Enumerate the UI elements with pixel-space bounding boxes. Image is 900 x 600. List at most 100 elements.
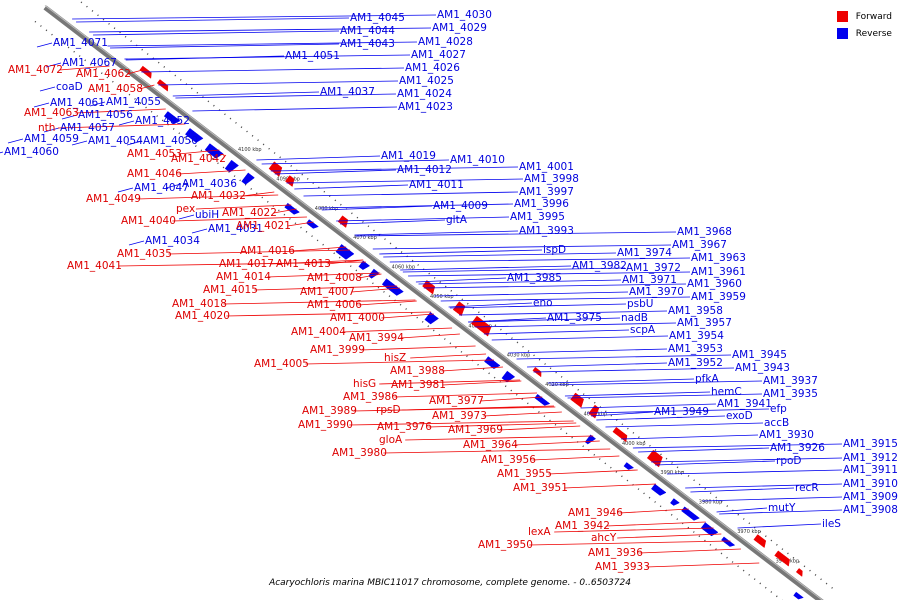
reverse-gene-label: AM1_3959 xyxy=(691,291,746,303)
forward-label-leader xyxy=(410,353,487,359)
reverse-swatch xyxy=(836,28,848,39)
reverse-gene-label: AM1_4052 xyxy=(135,115,190,127)
reverse-label-leader xyxy=(76,17,350,23)
forward-gene-label: AM1_3956 xyxy=(481,454,536,466)
reverse-label-leader xyxy=(270,166,519,172)
reverse-label-leader xyxy=(89,27,432,33)
forward-gene-label: AM1_3933 xyxy=(595,561,650,573)
reverse-label-leader xyxy=(110,43,340,49)
reverse-label-leader xyxy=(655,460,776,466)
reverse-label-leader xyxy=(547,378,695,384)
forward-gene-label: pex xyxy=(176,203,195,215)
reverse-label-leader xyxy=(158,80,399,86)
reverse-label-leader xyxy=(418,279,622,285)
reverse-gene-label: coaD xyxy=(56,81,83,93)
reverse-gene xyxy=(623,462,635,470)
reverse-gene-label: AM1_4010 xyxy=(450,154,505,166)
forward-swatch xyxy=(836,11,848,22)
reverse-gene-label: AM1_4029 xyxy=(432,22,487,34)
forward-label-leader xyxy=(118,261,366,267)
reverse-gene-label: AM1_3995 xyxy=(510,211,565,223)
reverse-label-leader xyxy=(175,93,397,99)
forward-gene-label: AM1_3969 xyxy=(448,424,503,436)
forward-label-leader xyxy=(254,285,398,291)
forward-gene-label: AM1_3990 xyxy=(298,419,353,431)
forward-gene xyxy=(422,280,436,295)
reverse-label-leader xyxy=(719,509,843,515)
forward-label-leader xyxy=(351,287,400,293)
reverse-label-leader xyxy=(459,310,668,316)
reverse-gene-label: AM1_4037 xyxy=(320,86,375,98)
reverse-gene-label: AM1_4012 xyxy=(397,164,452,176)
reverse-gene-label: eno xyxy=(533,297,553,309)
reverse-gene xyxy=(721,536,736,547)
reverse-label-leader xyxy=(354,230,519,236)
kbp-tick-label: 3990 kbp xyxy=(660,470,684,476)
reverse-label-leader xyxy=(440,296,691,302)
forward-gene-label: AM1_3942 xyxy=(555,520,610,532)
reverse-gene-label: AM1_4025 xyxy=(399,75,454,87)
reverse-gene xyxy=(484,356,501,370)
forward-gene-label: AM1_3951 xyxy=(513,482,568,494)
reverse-label-leader xyxy=(632,443,843,449)
reverse-label-leader xyxy=(172,91,320,97)
forward-gene-label: AM1_3980 xyxy=(332,447,387,459)
reverse-label-leader xyxy=(483,329,630,335)
reverse-label-leader xyxy=(587,408,770,414)
reverse-label-leader xyxy=(702,496,843,502)
reverse-label-leader xyxy=(61,114,78,120)
forward-gene-label: hisZ xyxy=(384,352,406,364)
reverse-gene-label: AM1_4054 xyxy=(88,135,143,147)
forward-label-leader xyxy=(564,483,656,489)
reverse-label-leader xyxy=(36,42,53,48)
reverse-gene-label: AM1_3972 xyxy=(626,262,681,274)
forward-gene-label: AM1_4008 xyxy=(307,272,362,284)
forward-gene-label: gloA xyxy=(379,434,403,446)
reverse-gene-label: AM1_3958 xyxy=(668,305,723,317)
forward-label-leader xyxy=(223,299,416,305)
forward-gene-label: hisG xyxy=(353,378,376,390)
reverse-gene-label: AM1_3912 xyxy=(843,452,898,464)
reverse-gene-label: AM1_3957 xyxy=(677,317,732,329)
reverse-gene-label: AM1_4011 xyxy=(409,179,464,191)
forward-gene-label: AM1_4018 xyxy=(172,298,227,310)
forward-gene-label: AM1_3976 xyxy=(377,421,432,433)
forward-label-leader xyxy=(342,327,453,333)
reverse-label-leader xyxy=(685,483,843,489)
reverse-gene xyxy=(185,128,204,143)
reverse-gene-label: pfkA xyxy=(695,373,719,385)
reverse-gene-label: AM1_4044 xyxy=(340,25,395,37)
forward-gene-label: AM1_3946 xyxy=(568,507,623,519)
kbp-tick-label: 3970 kbp xyxy=(737,529,761,535)
forward-label-leader xyxy=(617,533,722,539)
map-caption: Acaryochloris marina MBIC11017 chromosom… xyxy=(269,578,631,588)
reverse-label-leader xyxy=(651,457,843,463)
label-leader-lines xyxy=(0,14,843,568)
forward-label-leader xyxy=(57,123,186,129)
reverse-label-leader xyxy=(383,252,617,258)
reverse-label-leader xyxy=(550,380,763,386)
reverse-gene-label: ubiH xyxy=(195,209,219,221)
reverse-gene-label: AM1_3975 xyxy=(547,312,602,324)
reverse-label-leader xyxy=(72,14,437,20)
forward-label-leader xyxy=(178,149,220,155)
reverse-label-leader xyxy=(107,41,418,47)
reverse-gene-label: AM1_4050 xyxy=(143,135,198,147)
reverse-label-leader xyxy=(638,447,770,453)
forward-gene xyxy=(570,392,584,408)
reverse-gene-label: mutY xyxy=(768,502,796,514)
forward-gene-label: AM1_4014 xyxy=(216,271,271,283)
forward-gene-label: AM1_3999 xyxy=(310,344,365,356)
forward-label-leader xyxy=(606,521,706,527)
reverse-label-leader xyxy=(89,101,106,107)
forward-label-leader xyxy=(172,216,307,222)
reverse-gene-label: AM1_3974 xyxy=(617,247,672,259)
reverse-gene-label: AM1_4034 xyxy=(145,235,200,247)
forward-gene-label: AM1_4020 xyxy=(175,310,230,322)
forward-label-leader xyxy=(168,249,351,255)
forward-gene xyxy=(612,426,628,443)
forward-label-leader xyxy=(137,194,279,200)
kbp-tick-label: 4030 kbp xyxy=(507,353,531,359)
forward-gene-label: rpsD xyxy=(376,404,401,416)
